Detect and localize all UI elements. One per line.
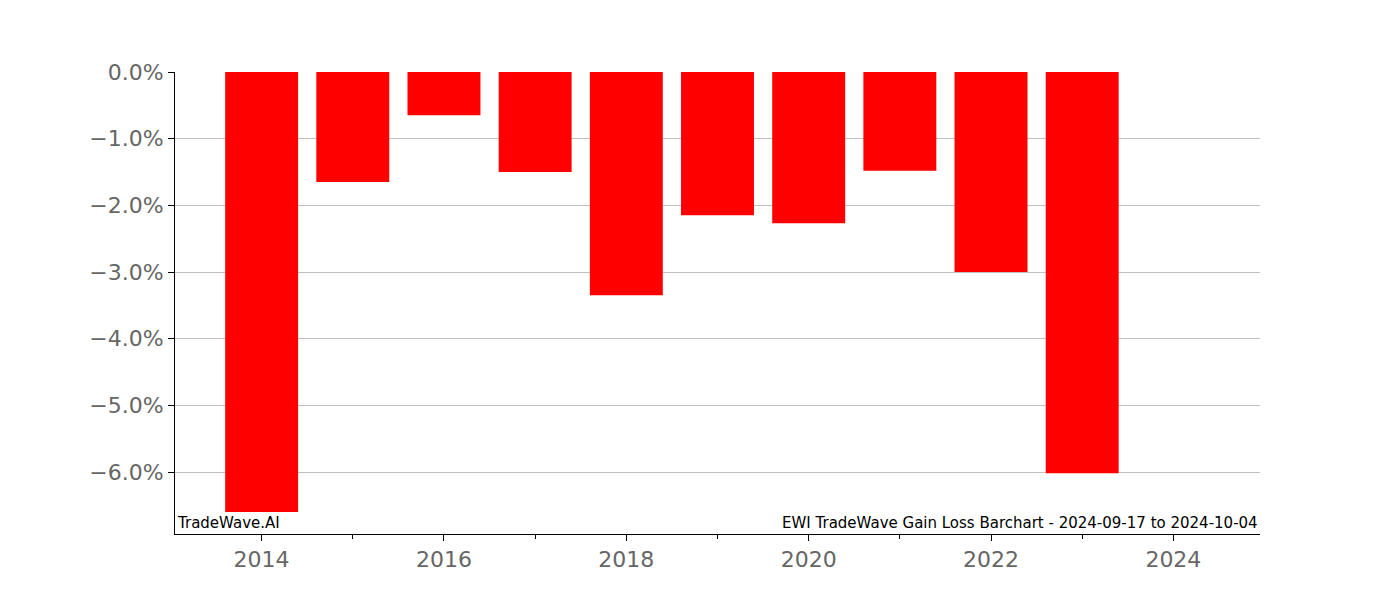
svg-text:2022: 2022 [963, 547, 1019, 572]
svg-text:−6.0%: −6.0% [89, 460, 163, 485]
svg-text:2018: 2018 [598, 547, 654, 572]
svg-text:2024: 2024 [1145, 547, 1201, 572]
svg-text:−3.0%: −3.0% [89, 260, 163, 285]
svg-text:−4.0%: −4.0% [89, 326, 163, 351]
svg-text:TradeWave.AI: TradeWave.AI [177, 514, 280, 532]
svg-text:0.0%: 0.0% [108, 60, 164, 85]
svg-text:2014: 2014 [234, 547, 290, 572]
svg-text:2020: 2020 [781, 547, 837, 572]
svg-text:−1.0%: −1.0% [89, 126, 163, 151]
svg-text:EWI TradeWave Gain Loss Barcha: EWI TradeWave Gain Loss Barchart - 2024-… [782, 514, 1258, 532]
svg-text:2016: 2016 [416, 547, 472, 572]
svg-text:−2.0%: −2.0% [89, 193, 163, 218]
svg-text:−5.0%: −5.0% [89, 393, 163, 418]
